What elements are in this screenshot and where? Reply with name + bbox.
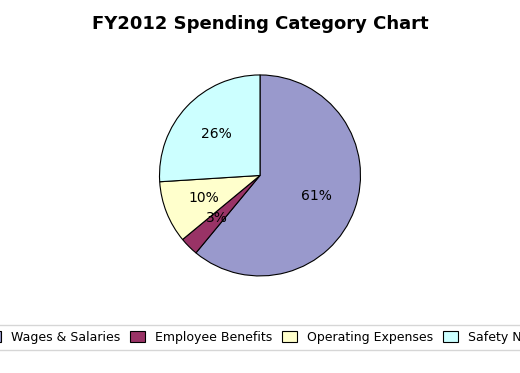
Text: 26%: 26%: [201, 127, 231, 141]
Text: 61%: 61%: [301, 189, 332, 203]
Wedge shape: [196, 75, 360, 276]
Wedge shape: [160, 75, 260, 182]
Text: 10%: 10%: [189, 191, 219, 205]
Text: 3%: 3%: [206, 211, 228, 225]
Legend: Wages & Salaries, Employee Benefits, Operating Expenses, Safety Net: Wages & Salaries, Employee Benefits, Ope…: [0, 325, 520, 350]
Wedge shape: [183, 175, 260, 253]
Wedge shape: [160, 175, 260, 239]
Title: FY2012 Spending Category Chart: FY2012 Spending Category Chart: [92, 15, 428, 33]
